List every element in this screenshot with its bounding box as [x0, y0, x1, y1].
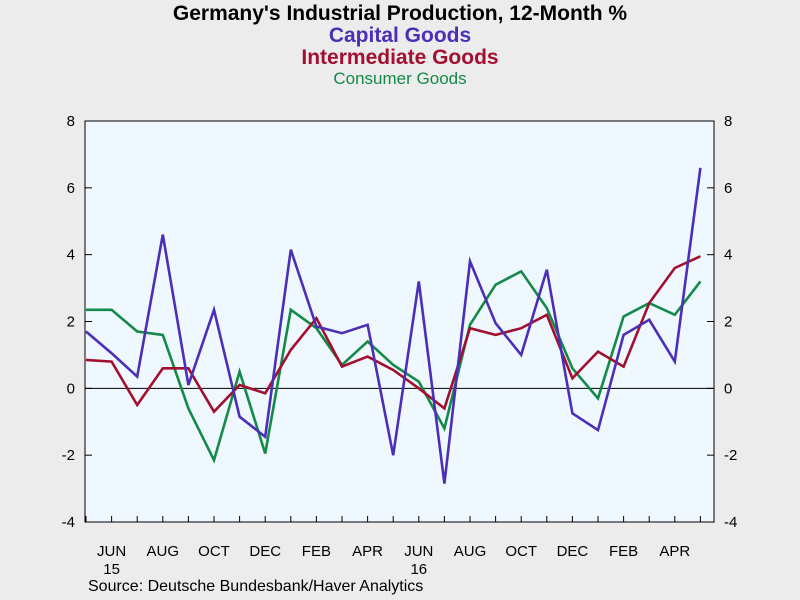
source-note: Source: Deutsche Bundesbank/Haver Analyt… — [88, 578, 424, 595]
x-tick-label: JUN — [97, 543, 126, 560]
y-tick-label-left: 2 — [67, 314, 75, 331]
y-tick-label-left: 8 — [67, 113, 75, 130]
y-tick-label-right: 4 — [724, 247, 732, 264]
y-tick-label-right: 0 — [724, 380, 732, 397]
x-tick-label: APR — [659, 543, 690, 560]
chart-titles: Germany's Industrial Production, 12-Mont… — [0, 0, 800, 89]
legend-capital-goods: Capital Goods — [328, 24, 472, 47]
x-tick-label: DEC — [249, 543, 281, 560]
plot-area — [84, 120, 715, 523]
legend-consumer-goods: Consumer Goods — [333, 69, 467, 88]
chart-title: Germany's Industrial Production, 12-Mont… — [172, 2, 628, 25]
y-tick-label-right: -4 — [724, 514, 737, 531]
y-tick-label-right: 8 — [724, 113, 732, 130]
y-tick-label-right: -2 — [724, 447, 737, 464]
intermediate-goods-line — [85, 255, 701, 414]
legend-intermediate-goods: Intermediate Goods — [301, 46, 499, 69]
x-tick-label: JUN — [404, 543, 433, 560]
x-tick-label: OCT — [505, 543, 537, 560]
y-tick-label-right: 2 — [724, 314, 732, 331]
x-tick-label: AUG — [454, 543, 487, 560]
y-tick-label-left: -4 — [62, 514, 75, 531]
y-tick-label-right: 6 — [724, 180, 732, 197]
consumer-goods-line — [86, 269, 702, 464]
x-year-label: 16 — [410, 561, 427, 578]
x-year-label: 15 — [103, 561, 120, 578]
x-tick-label: AUG — [147, 543, 180, 560]
x-tick-label: DEC — [557, 543, 589, 560]
y-tick-label-left: 4 — [67, 247, 75, 264]
capital-goods-line — [85, 167, 702, 484]
x-tick-label: OCT — [198, 543, 230, 560]
x-tick-label: APR — [352, 543, 383, 560]
x-tick-label: FEB — [302, 543, 331, 560]
y-tick-label-left: 0 — [67, 380, 75, 397]
x-tick-label: FEB — [609, 543, 638, 560]
y-tick-label-left: -2 — [62, 447, 75, 464]
y-tick-label-left: 6 — [67, 180, 75, 197]
